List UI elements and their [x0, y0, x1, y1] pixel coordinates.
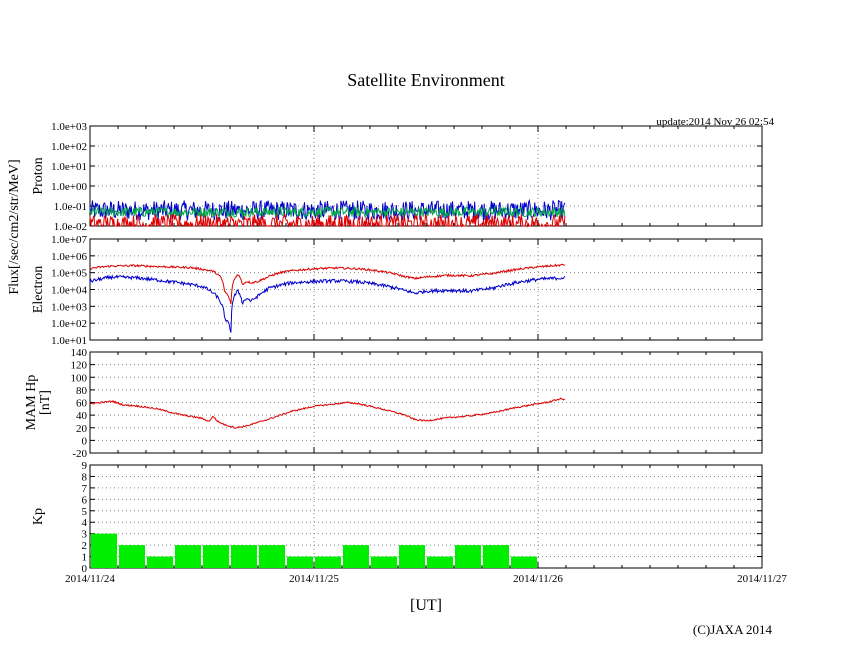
mam_hp-ytick-label: -20	[72, 448, 87, 460]
x-tick-label: 2014/11/25	[289, 573, 339, 585]
kp-bar	[399, 545, 425, 568]
kp-bar	[315, 556, 341, 568]
electron-ytick-label: 1.0e+04	[51, 285, 87, 297]
flux-axis-label: Flux[/sec/cm2/str/MeV]	[7, 159, 22, 294]
kp-bar	[203, 545, 229, 568]
x-tick-label: 2014/11/27	[737, 573, 787, 585]
kp-bar	[91, 533, 117, 568]
mam_hp-ytick-label: 140	[71, 347, 88, 359]
mam_hp-ylabel: MAM Hp	[24, 375, 39, 431]
kp-ytick-label: 8	[82, 471, 88, 483]
kp-ytick-label: 7	[82, 483, 88, 495]
x-tick-label: 2014/11/24	[65, 573, 115, 585]
proton-ytick-label: 1.0e-01	[54, 201, 87, 213]
kp-ytick-label: 3	[82, 529, 88, 541]
mam_hp-ylabel: [nT]	[38, 390, 53, 415]
proton-ytick-label: 1.0e+01	[51, 161, 87, 173]
kp-bar	[119, 545, 145, 568]
proton-series-red	[89, 212, 566, 228]
mam_hp-ytick-label: 0	[82, 435, 88, 447]
kp-ytick-label: 4	[82, 517, 88, 529]
chart-title: Satellite Environment	[347, 70, 504, 90]
electron-ytick-label: 1.0e+05	[51, 268, 87, 280]
mam_hp-series-red	[89, 397, 566, 429]
electron-ytick-label: 1.0e+07	[51, 234, 87, 246]
proton-series-green	[89, 205, 566, 219]
mam_hp-ytick-label: 60	[76, 398, 88, 410]
update-timestamp: update:2014 Nov 26 02:54	[656, 116, 774, 128]
copyright: (C)JAXA 2014	[693, 622, 773, 637]
electron-series-red	[89, 263, 566, 305]
mam_hp-ytick-label: 80	[76, 385, 88, 397]
mam_hp-ytick-label: 40	[76, 410, 88, 422]
electron-ylabel: Electron	[31, 266, 46, 313]
kp-ytick-label: 1	[82, 552, 88, 564]
kp-ylabel: Kp	[31, 508, 46, 525]
proton-ytick-label: 1.0e+03	[51, 121, 87, 133]
electron-ytick-label: 1.0e+06	[51, 251, 87, 263]
kp-bar	[483, 545, 509, 568]
x-tick-label: 2014/11/26	[513, 573, 563, 585]
proton-ytick-label: 1.0e+00	[51, 181, 87, 193]
kp-bar	[287, 556, 313, 568]
proton-ylabel: Proton	[31, 157, 46, 194]
kp-bar	[455, 545, 481, 568]
kp-ytick-label: 0	[82, 563, 88, 575]
x-axis-label: [UT]	[410, 597, 442, 614]
kp-ytick-label: 6	[82, 494, 88, 506]
mam_hp-ytick-label: 100	[71, 372, 88, 384]
electron-ytick-label: 1.0e+02	[51, 318, 87, 330]
kp-bar	[427, 556, 453, 568]
kp-bar	[259, 545, 285, 568]
kp-bar	[175, 545, 201, 568]
proton-ytick-label: 1.0e+02	[51, 141, 87, 153]
proton-ytick-label: 1.0e-02	[54, 221, 87, 233]
electron-series-blue	[89, 274, 566, 333]
kp-ytick-label: 5	[82, 506, 88, 518]
kp-bar	[343, 545, 369, 568]
mam_hp-ytick-label: 20	[76, 423, 88, 435]
kp-bar	[511, 556, 537, 568]
kp-ytick-label: 2	[82, 540, 88, 552]
kp-bar	[147, 556, 173, 568]
kp-bar	[231, 545, 257, 568]
mam_hp-ytick-label: 120	[71, 360, 88, 372]
electron-ytick-label: 1.0e+01	[51, 335, 87, 347]
kp-bar	[371, 556, 397, 568]
kp-ytick-label: 9	[82, 460, 88, 472]
electron-ytick-label: 1.0e+03	[51, 301, 87, 313]
proton-series-blue	[89, 198, 566, 222]
